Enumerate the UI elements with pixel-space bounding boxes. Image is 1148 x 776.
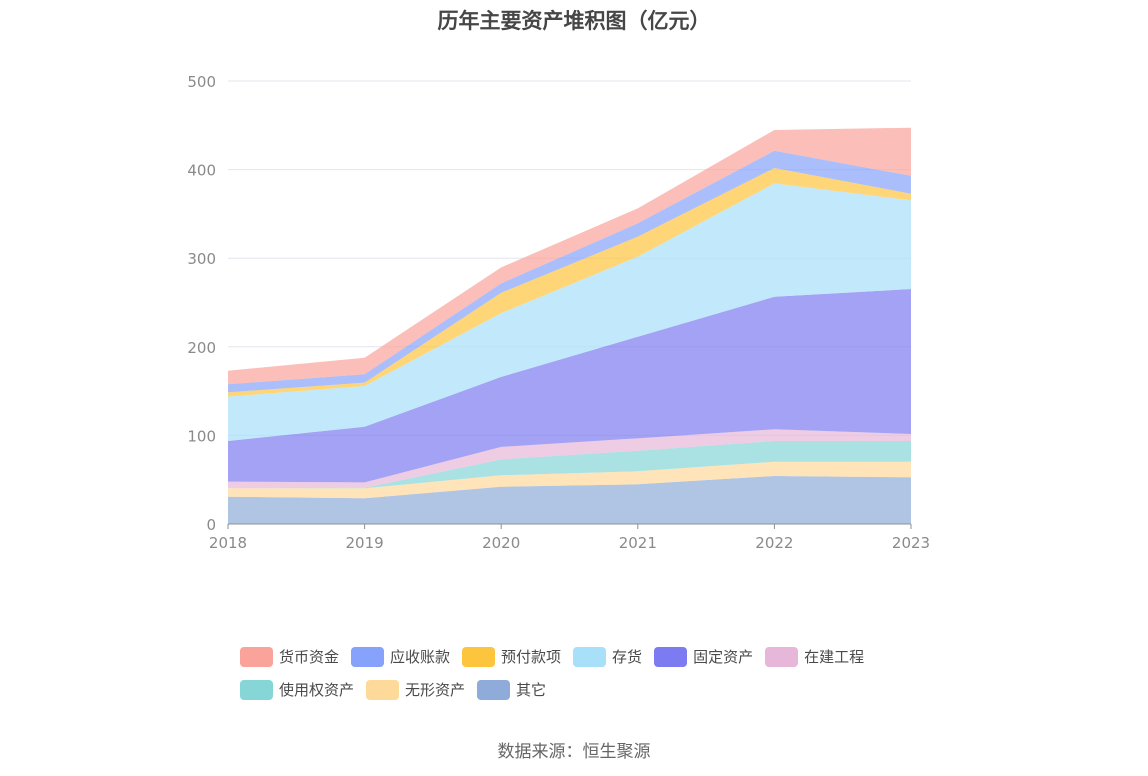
- legend-item[interactable]: 使用权资产: [240, 679, 354, 700]
- area-series: [228, 127, 911, 524]
- area-无形资产[interactable]: [228, 461, 911, 499]
- legend-item[interactable]: 无形资产: [366, 679, 465, 700]
- legend-label: 预付款项: [501, 648, 562, 666]
- y-tick-label: 500: [187, 73, 216, 91]
- legend-item[interactable]: 其它: [477, 679, 546, 700]
- y-tick-label: 400: [187, 162, 216, 180]
- axes: 0 100 200 300 400 500 2018 2019 2020 2021 2022 2023: [187, 73, 930, 552]
- x-tick-label: 2023: [892, 534, 930, 552]
- area-货币资金[interactable]: [228, 127, 911, 385]
- legend: 货币资金 应收账款 预付款项 存货 固定资产 在建工程 使用权资产 无形资产 其它: [240, 640, 940, 706]
- stacked-area-chart: 0 100 200 300 400 500 2018 2019 2020 2021 2022 2023: [187, 73, 930, 552]
- x-tick-label: 2020: [482, 534, 520, 552]
- area-应收账款[interactable]: [228, 150, 911, 393]
- area-在建工程[interactable]: [228, 429, 911, 489]
- legend-label: 无形资产: [405, 681, 466, 699]
- area-其它[interactable]: [228, 475, 911, 524]
- area-预付款项[interactable]: [228, 168, 911, 397]
- legend-swatch: [366, 679, 400, 700]
- x-tick-label: 2018: [209, 534, 247, 552]
- data-source: 数据来源：恒生聚源: [497, 742, 651, 762]
- legend-swatch: [477, 679, 511, 700]
- area-使用权资产[interactable]: [228, 440, 911, 489]
- legend-item[interactable]: 预付款项: [462, 646, 561, 667]
- y-tick-label: 100: [187, 427, 216, 445]
- legend-item[interactable]: 固定资产: [654, 646, 753, 667]
- legend-swatch: [351, 646, 385, 667]
- y-tick-label: 0: [206, 516, 216, 534]
- legend-row: 使用权资产 无形资产 其它: [240, 673, 940, 706]
- legend-label: 固定资产: [693, 648, 754, 666]
- chart-title: 历年主要资产堆积图（亿元）: [437, 9, 711, 33]
- x-tick-label: 2022: [755, 534, 793, 552]
- area-存货[interactable]: [228, 183, 911, 441]
- legend-label: 存货: [612, 648, 643, 666]
- legend-item[interactable]: 应收账款: [351, 646, 450, 667]
- legend-swatch: [240, 679, 273, 700]
- legend-swatch: [765, 646, 799, 667]
- legend-swatch: [462, 646, 496, 667]
- legend-label: 货币资金: [279, 648, 340, 666]
- legend-label: 在建工程: [804, 648, 865, 666]
- legend-row: 货币资金 应收账款 预付款项 存货 固定资产 在建工程: [240, 640, 940, 673]
- y-tick-label: 300: [187, 250, 216, 268]
- x-tick-label: 2019: [346, 534, 384, 552]
- legend-label: 其它: [516, 681, 547, 699]
- legend-item[interactable]: 存货: [573, 646, 642, 667]
- legend-label: 应收账款: [390, 648, 451, 666]
- legend-swatch: [240, 646, 273, 667]
- y-tick-label: 200: [187, 339, 216, 357]
- legend-swatch: [573, 646, 607, 667]
- legend-swatch: [654, 646, 688, 667]
- legend-label: 使用权资产: [279, 681, 355, 699]
- legend-item[interactable]: 在建工程: [765, 646, 864, 667]
- area-固定资产[interactable]: [228, 289, 911, 483]
- x-tick-label: 2021: [619, 534, 657, 552]
- legend-item[interactable]: 货币资金: [240, 646, 339, 667]
